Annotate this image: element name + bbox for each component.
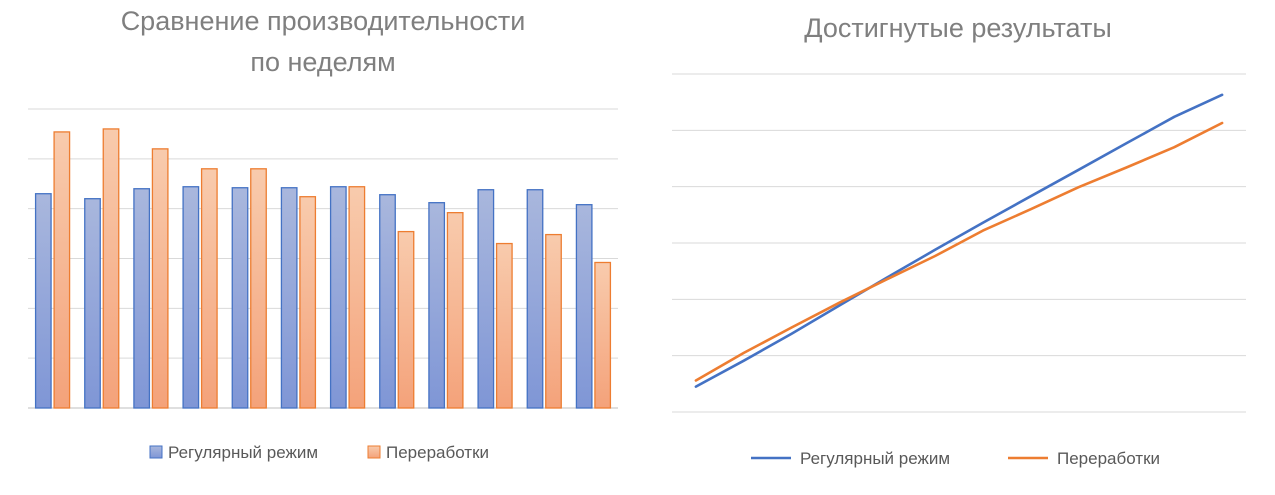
legend-item-overtime-line: Переработки	[1008, 449, 1160, 468]
line-chart-lines	[694, 93, 1224, 388]
bar-overtime-2	[102, 128, 120, 409]
bar-regular-10	[477, 189, 495, 409]
bar-chart-gridlines	[28, 108, 618, 409]
line-chart-title: Достигнутые результаты	[804, 13, 1112, 43]
bar-chart-bars	[34, 128, 612, 409]
bar-regular-8	[379, 194, 396, 409]
bar-overtime-11	[545, 233, 562, 409]
bar-regular-12	[575, 204, 593, 409]
legend-item-regular: Регулярный режим	[149, 443, 318, 462]
legend-label-regular-line: Регулярный режим	[800, 449, 950, 468]
bar-regular-1	[34, 193, 52, 409]
bar-chart-title-line-1: Сравнение производительности	[121, 6, 526, 36]
legend-item-regular-line: Регулярный режим	[751, 449, 950, 468]
bar-chart-title-line-2: по неделям	[250, 47, 395, 77]
legend-swatch-regular	[149, 445, 163, 459]
line-chart: Достигнутые результаты Регулярный режим …	[672, 13, 1246, 468]
bar-overtime-3	[151, 148, 169, 409]
legend-swatch-overtime	[367, 445, 381, 459]
bar-overtime-10	[495, 242, 513, 409]
bar-regular-6	[280, 187, 298, 409]
bar-regular-3	[133, 188, 151, 409]
bar-regular-5	[231, 187, 249, 409]
bar-regular-4	[182, 186, 200, 409]
bar-regular-11	[526, 189, 544, 409]
bar-regular-7	[329, 186, 347, 409]
bar-overtime-12	[594, 261, 612, 409]
line-series-overtime	[694, 121, 1224, 382]
bar-overtime-1	[53, 131, 71, 409]
legend-label-overtime: Переработки	[386, 443, 489, 462]
bar-overtime-5	[250, 168, 267, 409]
bar-regular-2	[84, 198, 101, 409]
bar-overtime-9	[446, 212, 464, 409]
legend-item-overtime: Переработки	[367, 443, 489, 462]
line-chart-legend: Регулярный режим Переработки	[751, 449, 1160, 468]
legend-label-regular: Регулярный режим	[168, 443, 318, 462]
bar-chart: Сравнение производительности по неделям …	[28, 6, 618, 462]
bar-overtime-8	[397, 230, 415, 409]
line-series-regular	[694, 93, 1224, 388]
legend-label-overtime-line: Переработки	[1057, 449, 1160, 468]
bar-overtime-4	[200, 168, 218, 409]
bar-regular-9	[428, 202, 446, 409]
bar-overtime-6	[299, 196, 317, 409]
bar-overtime-7	[348, 186, 366, 409]
bar-chart-legend: Регулярный режим Переработки	[149, 443, 489, 462]
